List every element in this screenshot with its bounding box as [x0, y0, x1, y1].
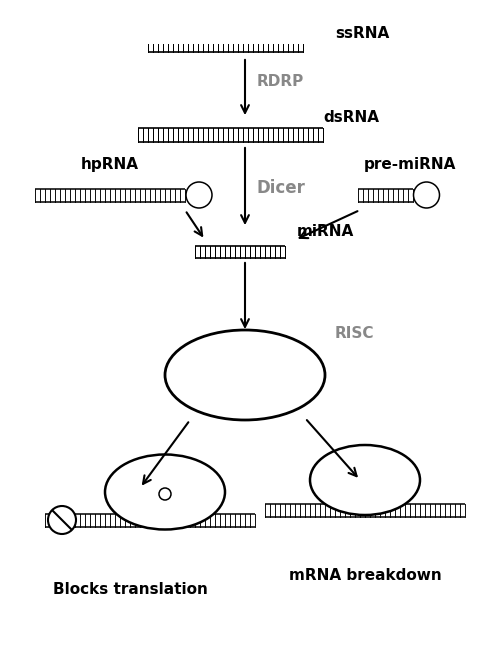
Text: Dicer: Dicer — [257, 179, 306, 197]
Text: dsRNA: dsRNA — [323, 109, 379, 124]
Ellipse shape — [165, 330, 325, 420]
Text: mRNA breakdown: mRNA breakdown — [288, 567, 442, 582]
Text: pre-miRNA: pre-miRNA — [364, 157, 456, 172]
Text: RISC: RISC — [335, 326, 374, 341]
Text: Blocks translation: Blocks translation — [52, 582, 208, 597]
Ellipse shape — [310, 445, 420, 515]
Text: hpRNA: hpRNA — [81, 157, 139, 172]
Text: miRNA: miRNA — [297, 225, 354, 240]
Circle shape — [48, 506, 76, 534]
Text: RDRP: RDRP — [257, 75, 304, 90]
Text: ssRNA: ssRNA — [335, 26, 389, 41]
Ellipse shape — [105, 455, 225, 529]
